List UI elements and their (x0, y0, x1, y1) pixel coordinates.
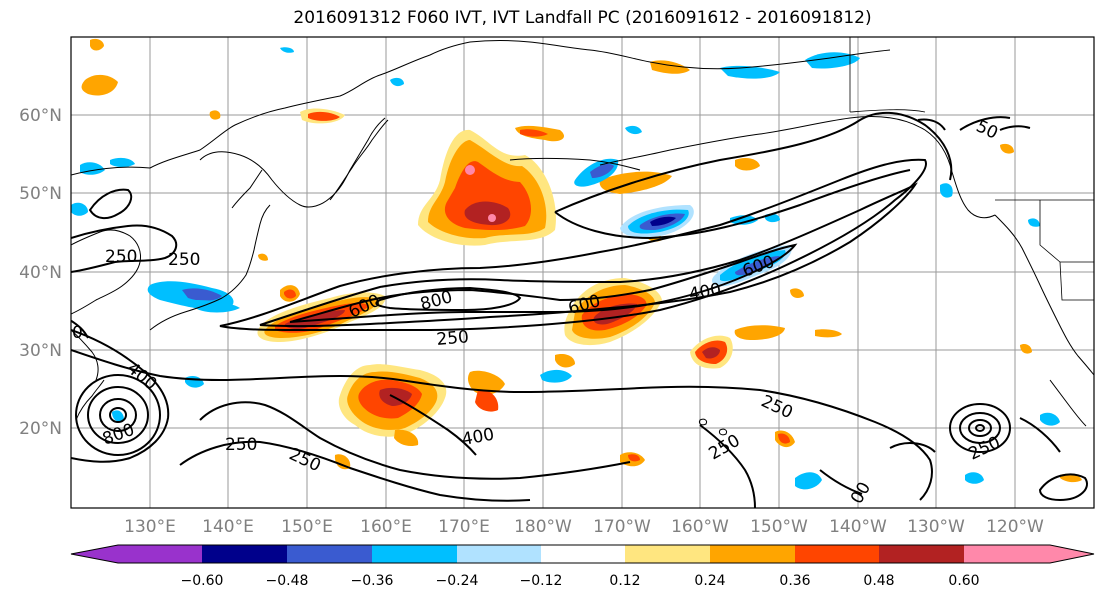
colorbar-segment (287, 545, 372, 563)
lon-label: 130°W (907, 517, 965, 537)
colorbar-segment (625, 545, 710, 563)
lon-label: 120°W (986, 517, 1044, 537)
colorbar-segment (372, 545, 457, 563)
longitude-labels: 130°E 140°E 150°E 160°E 170°E 180°W 170°… (124, 517, 1044, 537)
ivt-contours (71, 111, 1088, 508)
colorbar-segment (457, 545, 541, 563)
colorbar-segment (879, 545, 964, 563)
contour-label: 250 (105, 247, 137, 267)
lon-label: 150°W (750, 517, 808, 537)
map-frame (70, 36, 1095, 509)
lon-label: 180°W (514, 517, 572, 537)
colorbar-segment (541, 545, 625, 563)
contour-labels: 250 250 250 250 250 250 250 250 400 400 … (72, 116, 1004, 507)
contour-label: 250 (436, 327, 470, 350)
lat-label: 30°N (19, 341, 62, 361)
map-panel: 250 250 250 250 250 250 250 250 400 400 … (71, 37, 1094, 508)
colorbar-tick: −0.60 (181, 573, 224, 589)
colorbar-segment (964, 545, 1094, 563)
colorbar-segment (202, 545, 287, 563)
political-borders (849, 37, 1094, 301)
contour-label: 0 (72, 323, 83, 343)
latitude-labels: 60°N 50°N 40°N 30°N 20°N (19, 106, 62, 439)
colorbar-tick: 0.48 (863, 573, 894, 589)
lon-label: 150°E (281, 517, 333, 537)
lon-label: 160°W (671, 517, 729, 537)
contour-label: 250 (168, 250, 200, 270)
lon-label: 140°E (202, 517, 254, 537)
colorbar-tick: −0.48 (266, 573, 309, 589)
colorbar-tick: −0.24 (436, 573, 479, 589)
lat-label: 40°N (19, 263, 62, 283)
lon-label: 170°W (593, 517, 651, 537)
colorbar-segment (71, 545, 202, 563)
lat-label: 50°N (19, 184, 62, 204)
chart-title: 2016091312 F060 IVT, IVT Landfall PC (20… (293, 8, 872, 28)
lat-label: 20°N (19, 419, 62, 439)
negative-anomaly-fills (71, 47, 1060, 490)
colorbar-tick: −0.12 (520, 573, 563, 589)
colorbar-segment (795, 545, 879, 563)
colorbar-tick: −0.36 (351, 573, 394, 589)
lon-label: 140°W (829, 517, 887, 537)
colorbar-tick: 0.60 (948, 573, 979, 589)
contour-label: 250 (225, 435, 257, 455)
colorbar-tick: 0.24 (694, 573, 725, 589)
gridlines (71, 37, 1094, 508)
lon-label: 160°E (360, 517, 412, 537)
colorbar-tick: 0.36 (779, 573, 810, 589)
lon-label: 130°E (124, 517, 176, 537)
lon-label: 170°E (438, 517, 490, 537)
colorbar-tick: 0.12 (609, 573, 640, 589)
lat-label: 60°N (19, 106, 62, 126)
colorbar-segment (710, 545, 795, 563)
colorbar: −0.60 −0.48 −0.36 −0.24 −0.12 0.12 0.24 … (70, 544, 1095, 589)
